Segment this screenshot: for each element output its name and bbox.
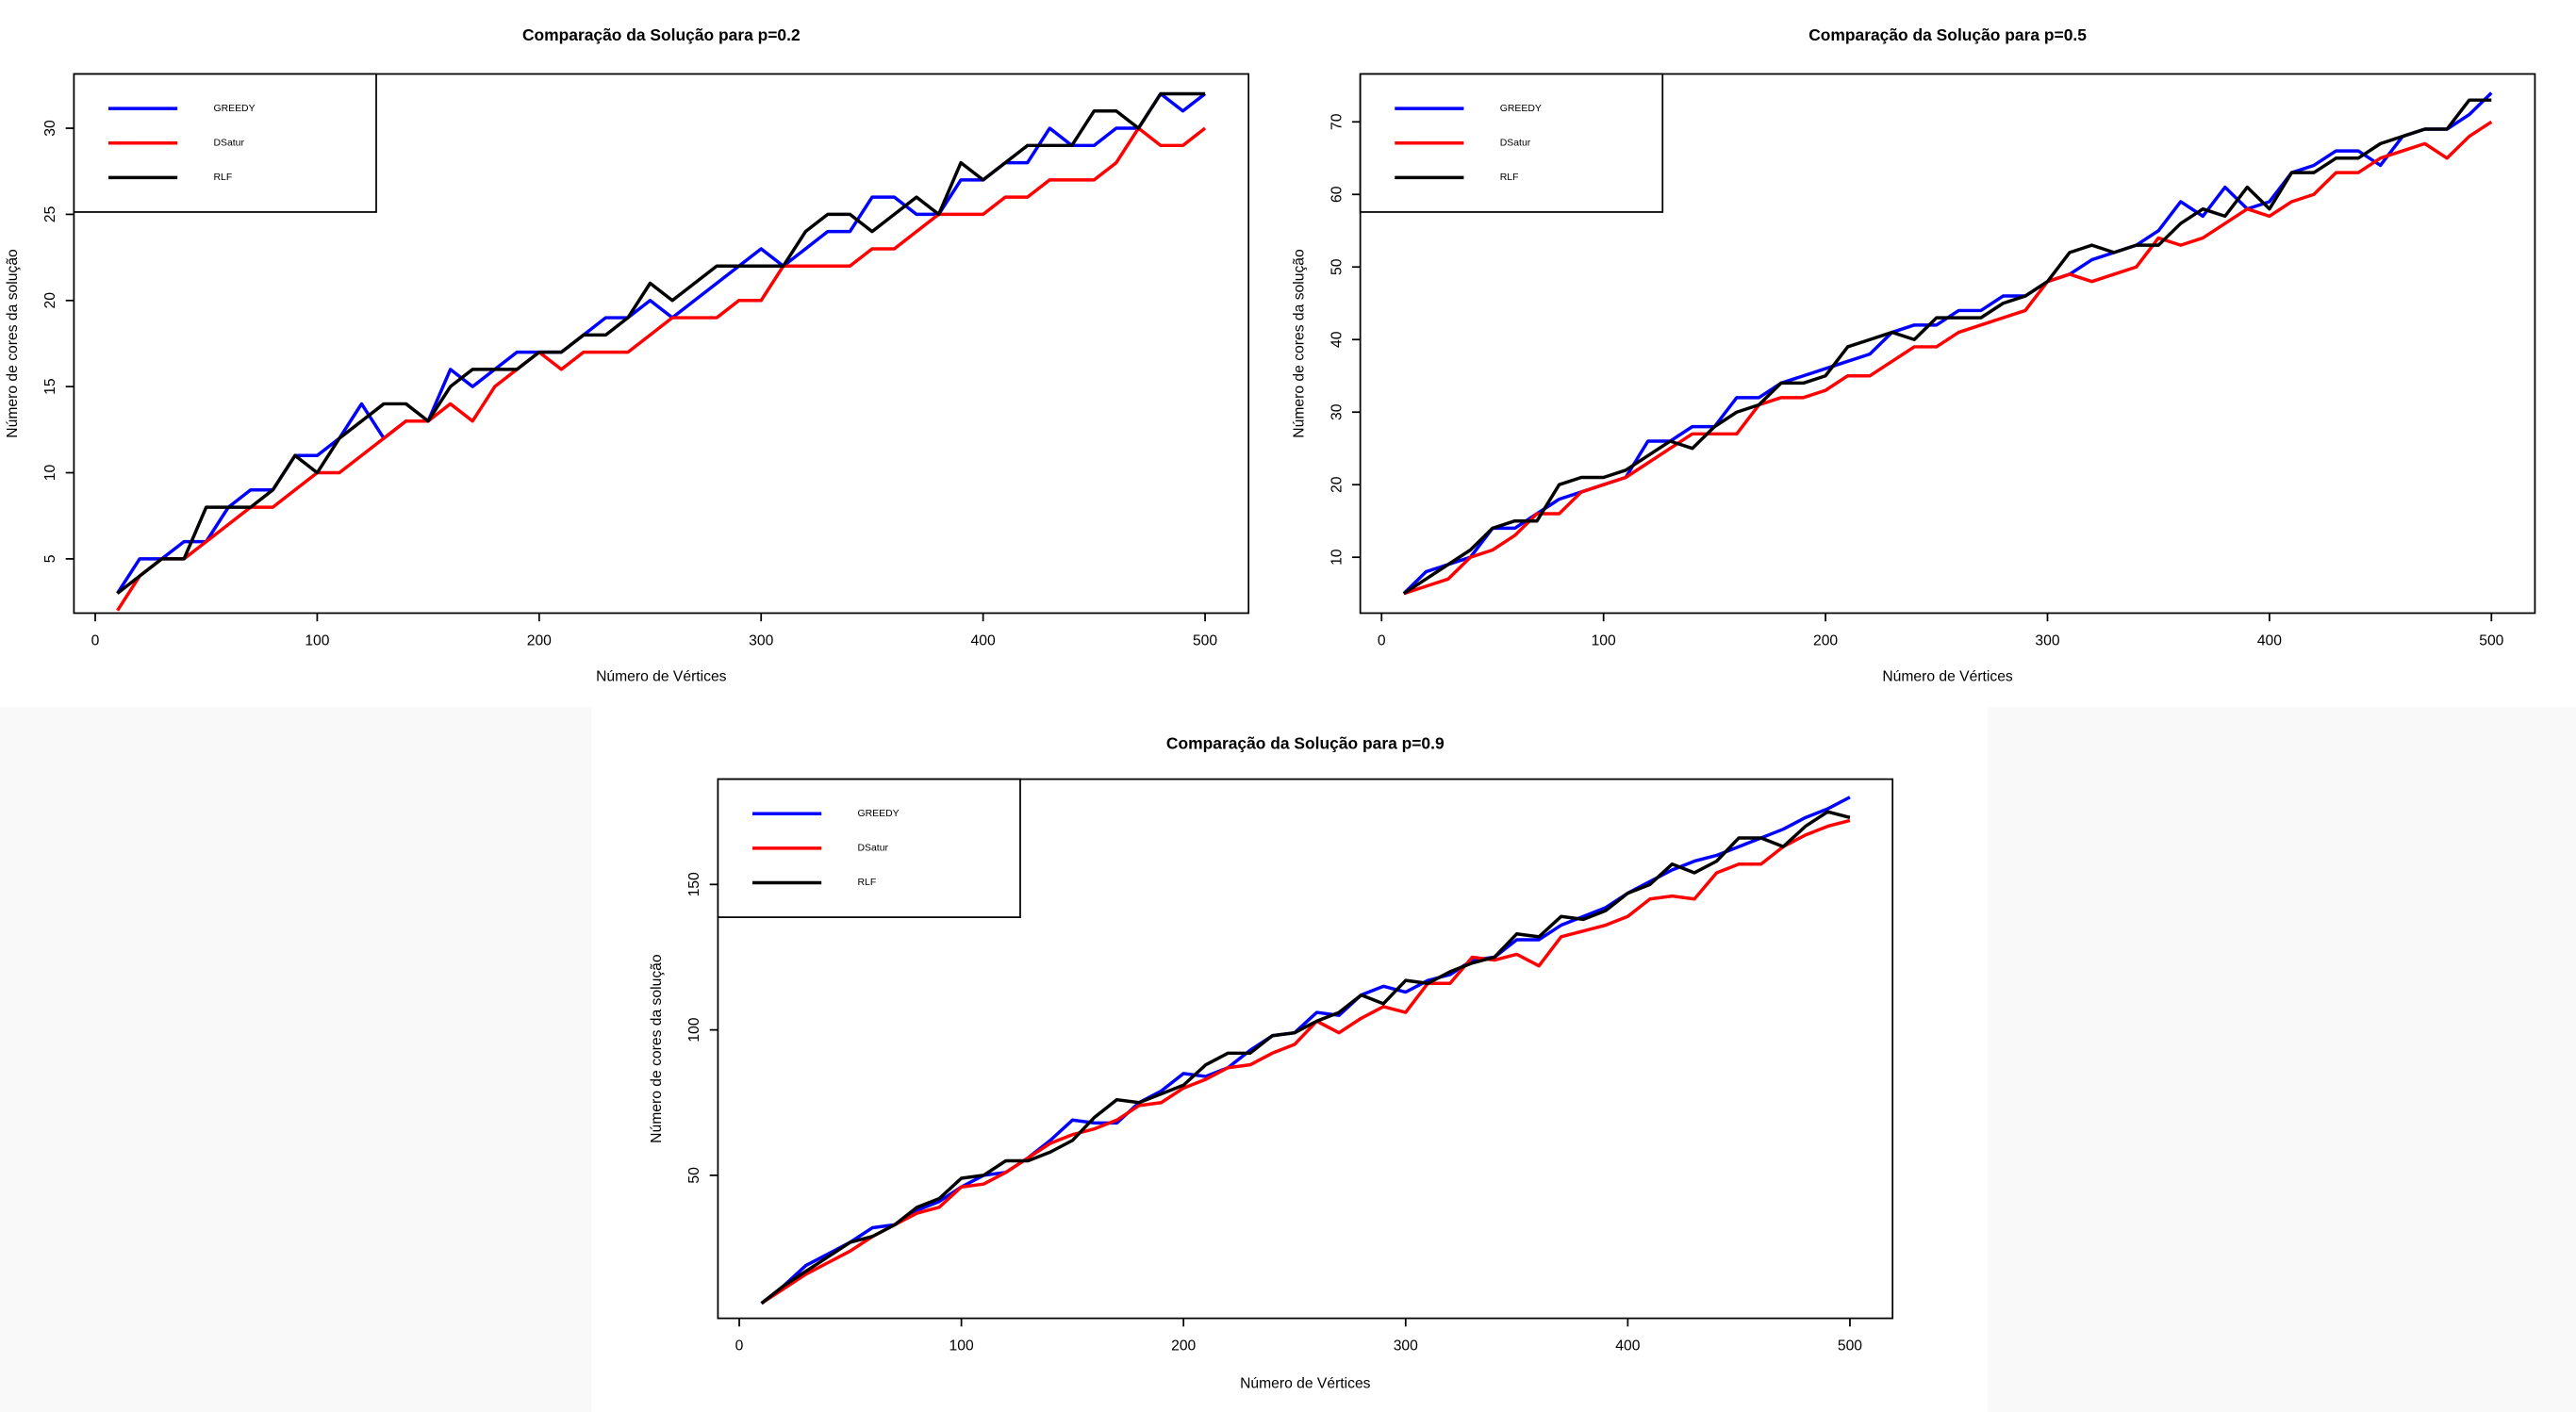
legend-label: DSatur [1500, 138, 1531, 148]
chart-title: Comparação da Solução para p=0.9 [1166, 734, 1445, 753]
series-line [760, 818, 1851, 1305]
x-tick-label: 300 [2035, 632, 2059, 649]
x-tick-label: 500 [1838, 1338, 1862, 1354]
y-axis-label: Número de cores da solução [1291, 249, 1307, 438]
y-tick-label: 5 [42, 554, 58, 563]
y-tick-label: 70 [1329, 113, 1345, 130]
legend-label: RLF [214, 172, 233, 183]
y-tick-label: 150 [686, 872, 702, 896]
x-tick-label: 200 [1171, 1338, 1196, 1354]
series-line [1402, 98, 2492, 596]
y-tick-label: 60 [1329, 186, 1345, 203]
chart-title: Comparação da Solução para p=0.2 [522, 25, 801, 44]
x-tick-label: 300 [1394, 1338, 1418, 1354]
x-axis-label: Número de Vértices [1240, 1375, 1371, 1391]
y-tick-label: 30 [42, 120, 58, 137]
y-tick-label: 50 [1329, 258, 1345, 275]
x-tick-label: 500 [2479, 632, 2503, 649]
y-axis-label: Número de cores da solução [5, 249, 21, 438]
x-axis-label: Número de Vértices [1882, 669, 2013, 685]
y-tick-label: 20 [42, 292, 58, 309]
x-tick-label: 200 [527, 632, 552, 649]
x-tick-label: 100 [949, 1338, 974, 1354]
x-tick-label: 0 [91, 632, 100, 649]
y-tick-label: 10 [1329, 549, 1345, 566]
y-tick-label: 50 [686, 1167, 702, 1184]
x-axis-label: Número de Vértices [596, 669, 727, 685]
chart-title: Comparação da Solução para p=0.5 [1808, 25, 2087, 44]
series-line [760, 810, 1851, 1305]
x-tick-label: 0 [1378, 632, 1386, 649]
x-tick-label: 400 [1615, 1338, 1640, 1354]
series-line [116, 91, 1206, 595]
x-tick-label: 100 [1592, 632, 1616, 649]
legend-label: RLF [1500, 172, 1519, 183]
y-tick-label: 20 [1329, 476, 1345, 493]
x-tick-label: 0 [735, 1338, 744, 1354]
series-line [116, 91, 1207, 595]
legend-box [717, 778, 1021, 918]
x-tick-label: 500 [1193, 632, 1217, 649]
x-tick-label: 200 [1813, 632, 1838, 649]
series-line [1403, 120, 2493, 596]
legend-label: DSatur [214, 138, 245, 148]
legend-label: GREEDY [214, 104, 256, 114]
legend-label: DSatur [858, 844, 889, 854]
x-tick-label: 100 [305, 632, 329, 649]
legend-label: GREEDY [1500, 104, 1542, 114]
x-tick-label: 400 [971, 632, 996, 649]
y-tick-label: 40 [1329, 331, 1345, 348]
legend-label: GREEDY [858, 809, 900, 819]
y-axis-label: Número de cores da solução [649, 954, 665, 1143]
y-tick-label: 25 [42, 205, 58, 222]
plot-frame [1359, 73, 2536, 615]
x-tick-label: 300 [749, 632, 773, 649]
y-tick-label: 10 [42, 465, 58, 482]
series-line [760, 796, 1851, 1305]
y-tick-label: 100 [686, 1017, 702, 1042]
x-tick-label: 400 [2257, 632, 2282, 649]
legend-label: RLF [858, 878, 877, 888]
series-line [116, 126, 1207, 612]
y-tick-label: 30 [1329, 403, 1345, 420]
y-tick-label: 15 [42, 378, 58, 395]
